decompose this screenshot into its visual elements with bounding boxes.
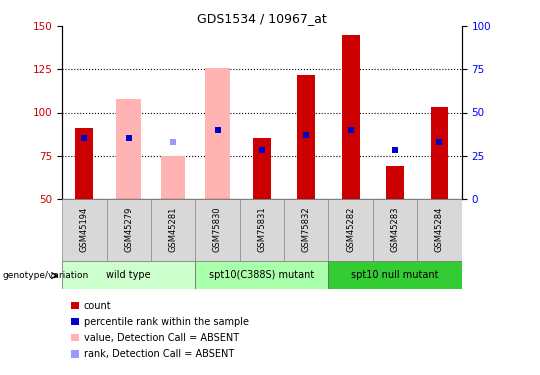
Text: GSM45282: GSM45282	[346, 207, 355, 252]
Bar	[151, 199, 195, 261]
Bar	[386, 166, 404, 199]
Text: spt10 null mutant: spt10 null mutant	[352, 270, 439, 280]
Bar	[71, 302, 79, 309]
Bar	[195, 199, 240, 261]
Bar	[62, 199, 106, 261]
Bar	[430, 107, 448, 199]
Text: count: count	[84, 301, 111, 310]
Text: GSM75831: GSM75831	[258, 207, 266, 252]
Bar	[328, 199, 373, 261]
Bar	[373, 199, 417, 261]
Text: GSM75830: GSM75830	[213, 207, 222, 252]
Bar	[195, 261, 328, 289]
Bar	[342, 35, 360, 199]
Bar	[253, 138, 271, 199]
Text: GSM45194: GSM45194	[80, 207, 89, 252]
Text: GSM45279: GSM45279	[124, 207, 133, 252]
Bar	[328, 261, 462, 289]
Text: spt10(C388S) mutant: spt10(C388S) mutant	[210, 270, 314, 280]
Bar	[240, 199, 284, 261]
Bar	[161, 156, 185, 199]
Bar	[71, 318, 79, 326]
Text: value, Detection Call = ABSENT: value, Detection Call = ABSENT	[84, 333, 239, 343]
Bar	[106, 199, 151, 261]
Text: GSM45284: GSM45284	[435, 207, 444, 252]
Bar	[284, 199, 328, 261]
Bar	[117, 99, 141, 199]
Bar	[71, 334, 79, 342]
Text: percentile rank within the sample: percentile rank within the sample	[84, 317, 249, 327]
Text: wild type: wild type	[106, 270, 151, 280]
Bar	[62, 261, 195, 289]
Text: GSM45283: GSM45283	[390, 207, 400, 252]
Bar	[205, 68, 229, 199]
Bar	[298, 75, 315, 199]
Text: rank, Detection Call = ABSENT: rank, Detection Call = ABSENT	[84, 349, 234, 359]
Bar	[71, 350, 79, 358]
Text: GSM75832: GSM75832	[302, 207, 311, 252]
Bar	[76, 128, 93, 199]
Text: genotype/variation: genotype/variation	[3, 271, 89, 280]
Title: GDS1534 / 10967_at: GDS1534 / 10967_at	[197, 12, 327, 25]
Bar	[417, 199, 462, 261]
Text: GSM45281: GSM45281	[168, 207, 178, 252]
